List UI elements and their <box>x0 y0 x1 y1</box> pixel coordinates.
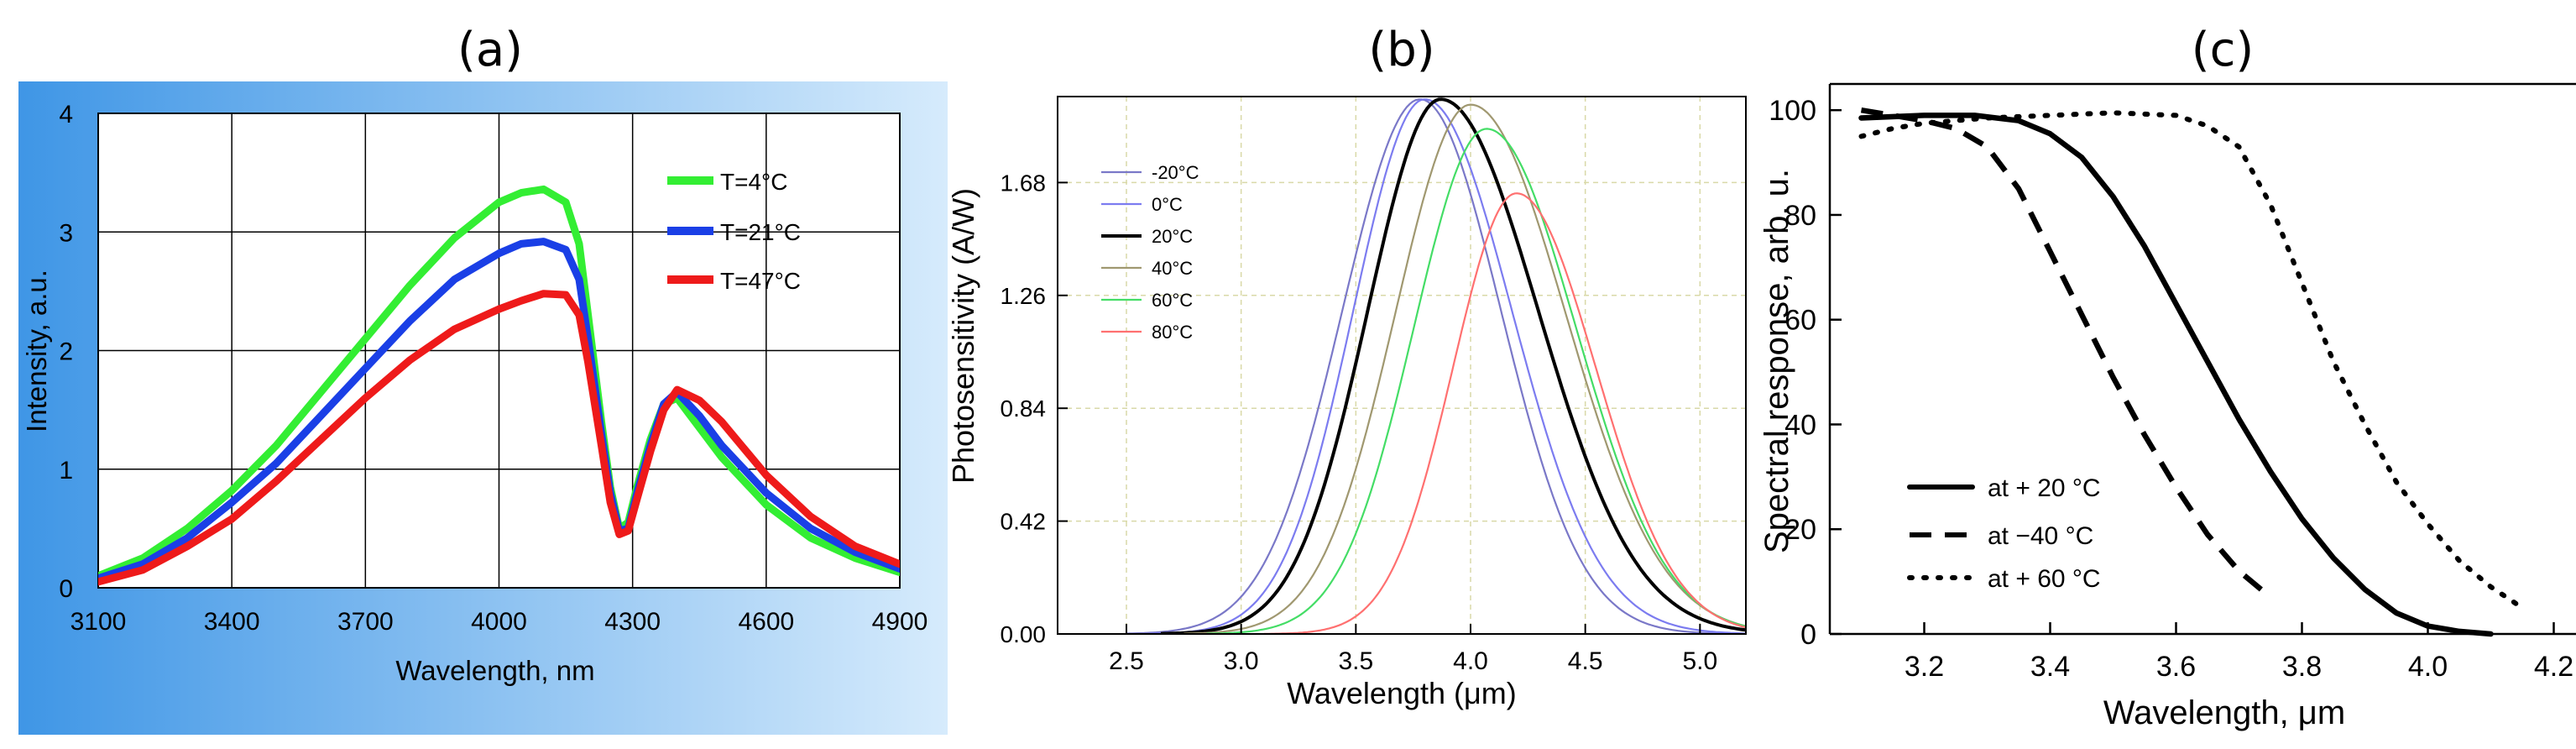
chart-c-y-tick-label: 80 <box>1784 200 1816 232</box>
panel-label-a: (a) <box>457 23 523 77</box>
chart-c-y-tick-label: 40 <box>1784 409 1816 441</box>
chart-a-y-tick-label: 2 <box>59 338 73 366</box>
chart-a-x-tick-label: 3100 <box>71 608 127 636</box>
chart-a-y-tick-label: 0 <box>59 575 73 603</box>
chart-c-series-line <box>1858 110 2525 610</box>
chart-c-legend-label: at −40 °C <box>1988 522 2093 550</box>
chart-a-xlabel: Wavelength, nm <box>395 655 594 686</box>
chart-c-frame <box>1830 84 2576 634</box>
chart-c-y-tick-label: 20 <box>1784 514 1816 546</box>
chart-a-x-tick-label: 3400 <box>204 608 260 636</box>
chart-c-legend-label: at + 60 °C <box>1988 565 2101 593</box>
chart-c-y-tick-label: 0 <box>1800 619 1816 651</box>
chart-c: 3.2 3.4 3.6 3.8 4.0 4.2 0 20 40 60 80 100 at + 20 °… <box>1758 82 2576 731</box>
chart-c-x-tick-label: 3.2 <box>1905 651 1944 683</box>
chart-a-y-tick-label: 1 <box>59 457 73 484</box>
chart-c-ylabel: Spectral response, arb. u. <box>1758 169 1795 553</box>
chart-c-x-tick-label: 3.6 <box>2156 651 2196 683</box>
chart-b-legend-label: 0°C <box>1152 194 1183 215</box>
chart-c-y-tick-label: 60 <box>1784 305 1816 337</box>
chart-b-x-tick-label: 4.0 <box>1453 647 1488 675</box>
chart-a-legend-label: T=47°C <box>720 268 801 294</box>
chart-c-series-line <box>1858 113 2494 637</box>
chart-b-plot-area <box>1057 96 1747 635</box>
chart-b-series-line <box>1126 98 1723 634</box>
chart-b-x-tick-label: 5.0 <box>1682 647 1717 675</box>
chart-b-y-tick-label: 0.00 <box>1001 621 1047 647</box>
chart-a-legend-label: T=4°C <box>720 169 787 195</box>
panel-label-c: (c) <box>2192 23 2254 77</box>
chart-b-series-line <box>1206 128 1746 634</box>
chart-a-y-tick-label: 3 <box>59 219 73 247</box>
chart-b-xlabel: Wavelength (μm) <box>1287 676 1516 710</box>
chart-b-legend-label: 20°C <box>1152 226 1193 247</box>
chart-b-legend-label: 40°C <box>1152 258 1193 279</box>
chart-c-x-tick-label: 3.4 <box>2030 651 2070 683</box>
chart-c-series-line <box>1860 107 2273 600</box>
chart-b-series-line <box>1149 98 1746 634</box>
chart-c-xlabel: Wavelength, μm <box>2103 694 2345 731</box>
chart-b-y-tick-label: 1.26 <box>1001 283 1047 309</box>
chart-a-series-line <box>98 238 900 583</box>
chart-a-y-tick-label: 4 <box>59 101 73 128</box>
chart-a-x-tick-label: 4300 <box>604 608 661 636</box>
chart-a-x-tick-label: 3700 <box>337 608 394 636</box>
chart-b-series-line <box>1183 103 1746 634</box>
chart-c-x-tick-label: 4.2 <box>2534 651 2573 683</box>
chart-b-legend: -20°C 0°C 20°C 40°C 60°C 80°C <box>1101 162 1199 343</box>
chart-a-ylabel: Intensity, a.u. <box>21 270 52 432</box>
chart-c-legend-label: at + 20 °C <box>1988 474 2101 502</box>
chart-a-x-tick-label: 4900 <box>872 608 928 636</box>
chart-b-y-tick-label: 1.68 <box>1001 170 1047 196</box>
chart-b-x-tick-label: 4.5 <box>1568 647 1603 675</box>
panel-label-b: (b) <box>1368 23 1434 77</box>
chart-c-x-tick-label: 4.0 <box>2408 651 2448 683</box>
chart-b-series-line <box>1160 97 1746 634</box>
chart-b-y-tick-label: 0.84 <box>1001 395 1047 422</box>
chart-a-legend-label: T=21°C <box>720 219 801 245</box>
chart-b-y-tick-label: 0.42 <box>1001 509 1047 535</box>
chart-a-series-line <box>98 290 900 586</box>
chart-a-x-tick-label: 4000 <box>471 608 527 636</box>
chart-b-legend-label: 80°C <box>1152 322 1193 343</box>
chart-c-legend: at + 20 °C at −40 °C at + 60 °C <box>1907 474 2101 593</box>
chart-c-x-tick-label: 3.8 <box>2282 651 2322 683</box>
chart-a-x-tick-label: 4600 <box>738 608 794 636</box>
chart-b-x-tick-label: 2.5 <box>1109 647 1144 675</box>
chart-a-legend: T=4°C T=21°C T=47°C <box>667 169 801 294</box>
chart-b-series-line <box>1264 192 1746 634</box>
chart-b: 2.5 3.0 3.5 4.0 4.5 5.0 0.00 0.42 0.84 1.26 1.68 -… <box>946 96 1747 710</box>
chart-b-legend-label: -20°C <box>1152 162 1199 183</box>
chart-c-y-tick-label: 100 <box>1769 95 1816 127</box>
chart-b-x-tick-label: 3.0 <box>1224 647 1259 675</box>
chart-b-ylabel: Photosensitivity (A/W) <box>946 188 980 484</box>
chart-b-x-tick-label: 3.5 <box>1338 647 1373 675</box>
chart-b-legend-label: 60°C <box>1152 290 1193 311</box>
